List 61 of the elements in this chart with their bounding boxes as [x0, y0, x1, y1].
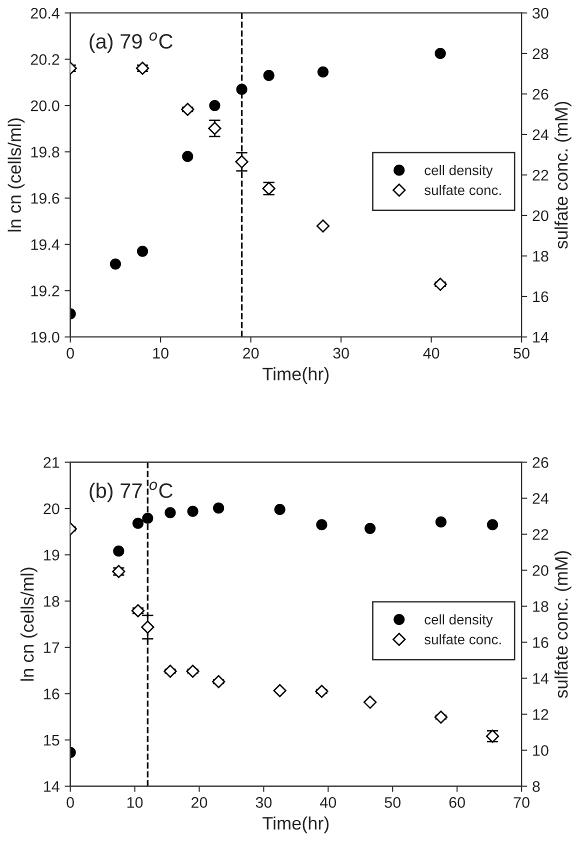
y2-tick-label: 16	[533, 637, 548, 648]
y-tick-label: 20.2	[30, 54, 60, 65]
x-tick-label: 20	[243, 348, 259, 359]
y2-tick-label: 14	[533, 332, 549, 342]
x-tick-label: 50	[384, 797, 401, 808]
legend-label: cell density	[424, 614, 493, 628]
y2-tick-label: 30	[532, 8, 548, 19]
y-tick-label: 14	[44, 781, 60, 792]
y-tick-label: 18	[44, 596, 60, 607]
y-axis-title: ln cn (cells/ml)	[8, 118, 25, 232]
y-tick-label: 20	[44, 503, 60, 514]
y2-tick-label: 22	[532, 529, 548, 540]
x-tick-label: 60	[449, 797, 465, 808]
y-axis-title: ln cn (cells/ml)	[20, 568, 38, 681]
legend-label: sulfate conc.	[424, 634, 501, 644]
y2-tick-label: 24	[532, 493, 549, 504]
y2-tick-label: 20	[532, 210, 548, 222]
y-tick-label: 19.2	[31, 286, 60, 296]
x-tick-label: 70	[514, 797, 530, 808]
y2-tick-label: 20	[532, 565, 548, 576]
y2-tick-label: 14	[533, 673, 549, 684]
x-tick-label: 20	[192, 797, 208, 808]
y-tick-label: 19.6	[31, 192, 60, 204]
y-tick-label: 16	[44, 688, 60, 700]
x-tick-label: 30	[333, 348, 349, 359]
y-tick-label: 19.0	[31, 332, 60, 343]
y2-tick-label: 26	[532, 457, 548, 468]
y2-tick-label: 10	[533, 745, 548, 756]
legend-label: cell density	[424, 165, 493, 178]
y2-tick-label: 24	[532, 129, 549, 140]
x-axis-title: Time(hr)	[262, 367, 329, 384]
y2-tick-label: 16	[533, 291, 548, 302]
x-tick-label: 50	[514, 348, 530, 359]
y2-tick-label: 26	[532, 88, 548, 100]
x-tick-label: 0	[66, 348, 74, 359]
y2-tick-label: 8	[532, 781, 540, 792]
y-tick-label: 20.0	[30, 100, 60, 112]
y-tick-label: 19.8	[31, 146, 60, 158]
y2-tick-label: 22	[532, 170, 548, 180]
y2-tick-label: 18	[533, 250, 548, 262]
y-tick-label: 19	[44, 550, 60, 560]
annotation: (b) 77 $^{o}$C	[90, 482, 173, 502]
y-tick-label: 17	[44, 642, 60, 653]
y-tick-label: 20.4	[30, 8, 60, 19]
y2-tick-label: 18	[533, 601, 548, 612]
x-tick-label: 40	[423, 348, 440, 359]
y2-tick-label: 12	[533, 709, 548, 720]
x-tick-label: 40	[320, 797, 336, 808]
annotation: (a) 79 $^{o}$C	[90, 32, 173, 53]
x-tick-label: 10	[153, 348, 168, 359]
y2-axis-title: sulfate conc. (mM)	[554, 551, 572, 698]
legend-label: sulfate conc.	[424, 184, 501, 196]
x-axis-title: Time(hr)	[262, 816, 329, 834]
y2-tick-label: 28	[532, 48, 548, 60]
y2-axis-title: sulfate conc. (mM)	[554, 102, 572, 249]
y-tick-label: 19.4	[31, 239, 60, 250]
x-tick-label: 10	[127, 797, 143, 808]
y-tick-label: 15	[44, 734, 60, 746]
x-tick-label: 0	[66, 797, 74, 808]
y-tick-label: 21	[44, 457, 60, 468]
x-tick-label: 30	[256, 797, 272, 808]
